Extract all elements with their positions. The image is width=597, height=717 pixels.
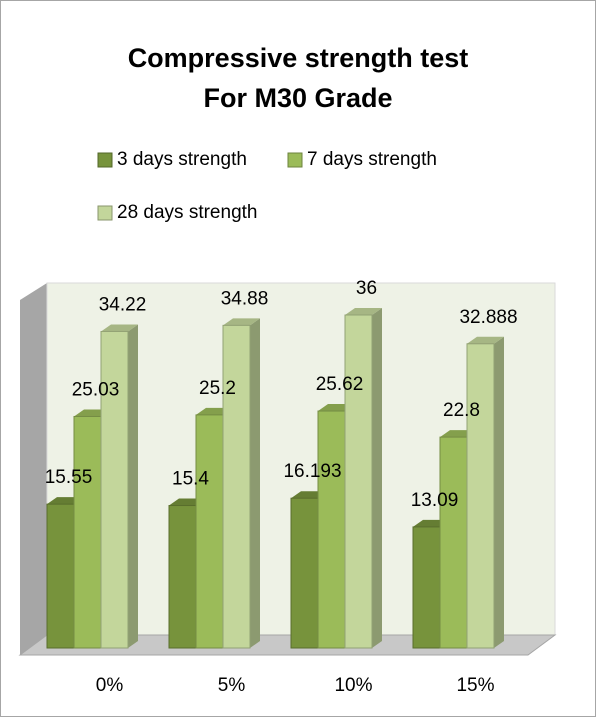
x-tick-label: 15% xyxy=(456,675,494,696)
legend-swatch xyxy=(97,205,113,221)
bar-side xyxy=(128,324,138,648)
data-label: 34.88 xyxy=(221,288,269,309)
legend-label: 3 days strength xyxy=(117,149,247,170)
data-label: 34.22 xyxy=(99,294,147,315)
bar-top xyxy=(345,308,382,315)
data-label: 36 xyxy=(356,278,377,299)
bar-top xyxy=(101,324,138,332)
side-wall xyxy=(20,283,47,655)
bar xyxy=(317,410,346,649)
legend-label: 28 days strength xyxy=(117,202,257,223)
bar xyxy=(46,503,75,649)
bar xyxy=(195,414,224,649)
bar-side xyxy=(372,308,382,648)
legend-swatch xyxy=(97,152,113,168)
data-label: 25.2 xyxy=(199,378,236,399)
data-label: 13.09 xyxy=(411,490,459,511)
bar xyxy=(73,415,102,649)
chart-title: Compressive strength test xyxy=(128,43,469,73)
data-label: 32.888 xyxy=(459,307,517,328)
bar xyxy=(412,526,441,649)
bar-side xyxy=(250,318,260,648)
data-label: 15.4 xyxy=(172,469,209,490)
x-tick-label: 10% xyxy=(334,675,372,696)
bar xyxy=(466,343,495,649)
legend-swatch xyxy=(287,152,303,168)
data-label: 16.193 xyxy=(283,461,341,482)
x-tick-label: 5% xyxy=(218,675,246,696)
bar xyxy=(290,497,319,649)
bar-side xyxy=(494,336,504,648)
data-label: 15.55 xyxy=(45,467,93,488)
data-label: 22.8 xyxy=(443,400,480,421)
bar xyxy=(222,324,251,649)
bar xyxy=(439,436,468,649)
bar-top xyxy=(223,318,260,326)
x-tick-label: 0% xyxy=(96,675,124,696)
bar xyxy=(100,330,129,649)
data-label: 25.62 xyxy=(316,374,364,395)
bar-top xyxy=(467,336,504,344)
chart-title: For M30 Grade xyxy=(203,83,392,113)
bar xyxy=(344,314,373,649)
data-label: 25.03 xyxy=(72,379,120,400)
bar xyxy=(168,505,197,649)
legend-label: 7 days strength xyxy=(307,149,437,170)
